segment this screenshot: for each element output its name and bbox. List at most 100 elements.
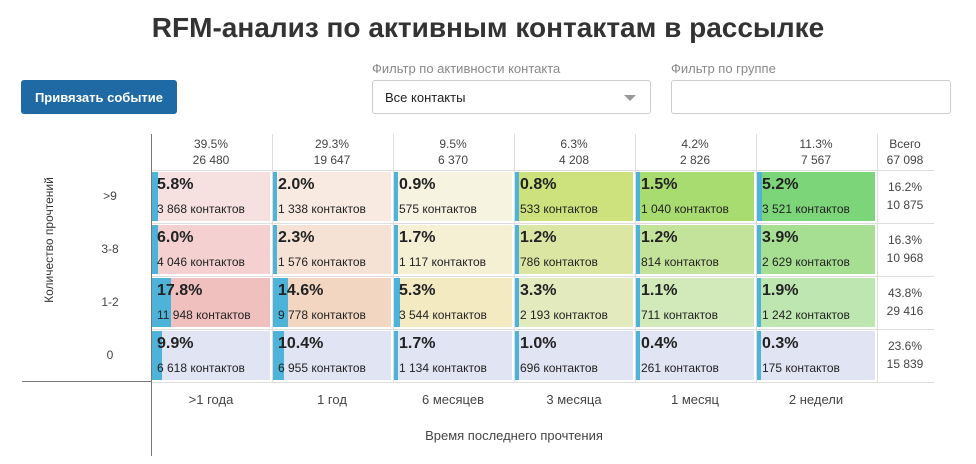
column-header-count: 2 826 xyxy=(679,153,711,167)
cell-count: 1 117 контактов xyxy=(399,255,486,269)
cell-count: 2 629 контактов xyxy=(762,255,850,269)
share-bar xyxy=(273,278,289,327)
column-label: 1 месяц xyxy=(671,392,719,407)
share-bar xyxy=(757,331,761,380)
grid-line xyxy=(152,329,934,330)
matrix-cell[interactable]: 5.8% 3 868 контактов xyxy=(152,172,270,221)
matrix-cell[interactable]: 9.9% 6 618 контактов xyxy=(152,331,270,380)
cell-count: 3 521 контактов xyxy=(762,202,850,216)
x-axis-line xyxy=(22,381,152,382)
column-header-pct: 4.2% xyxy=(681,137,709,151)
matrix-cell[interactable]: 0.3% 175 контактов xyxy=(757,331,875,380)
matrix-cell[interactable]: 6.0% 4 046 контактов xyxy=(152,225,270,274)
column-label: 2 недели xyxy=(788,392,844,407)
matrix-cell[interactable]: 0.4% 261 контактов xyxy=(636,331,754,380)
matrix-cell[interactable]: 1.9% 1 242 контактов xyxy=(757,278,875,327)
grid-line xyxy=(152,382,934,383)
cell-count: 1 242 контактов xyxy=(762,308,850,322)
row-label: 3-8 xyxy=(101,242,119,256)
grid-line xyxy=(152,276,934,277)
column-header-pct: 29.3% xyxy=(314,137,350,151)
matrix-cell[interactable]: 2.3% 1 576 контактов xyxy=(273,225,391,274)
share-bar xyxy=(273,331,284,380)
cell-percent: 0.3% xyxy=(762,335,799,352)
cell-percent: 3.3% xyxy=(520,282,557,299)
matrix-cell[interactable]: 14.6% 9 778 контактов xyxy=(273,278,391,327)
x-axis-label: Время последнего прочтения xyxy=(425,428,603,443)
matrix-cell[interactable]: 1.2% 786 контактов xyxy=(515,225,633,274)
cell-percent: 1.5% xyxy=(641,176,678,193)
matrix-cell[interactable]: 0.8% 533 контактов xyxy=(515,172,633,221)
share-bar xyxy=(757,278,761,327)
cell-percent: 5.3% xyxy=(399,282,436,299)
matrix-cell[interactable]: 1.5% 1 040 контактов xyxy=(636,172,754,221)
cell-count: 786 контактов xyxy=(520,255,598,269)
share-bar xyxy=(152,172,159,221)
group-filter-input[interactable] xyxy=(671,80,951,114)
row-total-pct: 23.6% xyxy=(887,339,923,353)
row-total: 16.3% 10 968 xyxy=(876,231,934,267)
cell-count: 9 778 контактов xyxy=(278,308,366,322)
matrix-cell[interactable]: 3.3% 2 193 контактов xyxy=(515,278,633,327)
matrix-cell[interactable]: 2.0% 1 338 контактов xyxy=(273,172,391,221)
column-header-pct: 6.3% xyxy=(560,137,588,151)
share-bar xyxy=(636,278,640,327)
cell-count: 1 134 контактов xyxy=(399,361,487,375)
row-total-pct: 16.3% xyxy=(887,233,923,247)
matrix-cell[interactable]: 17.8% 11 948 контактов xyxy=(152,278,270,327)
column-header-pct: 11.3% xyxy=(799,137,833,151)
share-bar xyxy=(515,331,519,380)
cell-count: 6 618 контактов xyxy=(157,361,245,375)
matrix-cell[interactable]: 1.1% 711 контактов xyxy=(636,278,754,327)
matrix-cell[interactable]: 5.2% 3 521 контактов xyxy=(757,172,875,221)
cell-percent: 1.7% xyxy=(399,335,436,352)
page-title: RFM-анализ по активным контактам в рассы… xyxy=(151,12,825,43)
grid-line xyxy=(152,170,934,171)
column-header: 11.3% 7 567 xyxy=(757,136,875,168)
activity-filter-select[interactable]: Все контакты xyxy=(372,80,651,114)
share-bar xyxy=(273,225,277,274)
grid-line xyxy=(272,134,273,382)
matrix-cell[interactable]: 10.4% 6 955 контактов xyxy=(273,331,391,380)
matrix-cell[interactable]: 0.9% 575 контактов xyxy=(394,172,512,221)
share-bar xyxy=(515,225,519,274)
column-header-count: 26 480 xyxy=(192,153,230,167)
matrix-cell[interactable]: 1.2% 814 контактов xyxy=(636,225,754,274)
cell-count: 1 040 контактов xyxy=(641,202,729,216)
y-axis-line xyxy=(151,134,152,456)
column-header: 4.2% 2 826 xyxy=(636,136,754,168)
matrix-cell[interactable]: 3.9% 2 629 контактов xyxy=(757,225,875,274)
activity-filter-value: Все контакты xyxy=(385,90,466,105)
cell-percent: 1.9% xyxy=(762,282,799,299)
matrix-cell[interactable]: 1.7% 1 134 контактов xyxy=(394,331,512,380)
cell-percent: 10.4% xyxy=(278,335,324,352)
row-total-count: 29 416 xyxy=(886,304,924,318)
cell-count: 1 338 контактов xyxy=(278,202,366,216)
cell-percent: 0.9% xyxy=(399,176,436,193)
cell-percent: 9.9% xyxy=(157,335,194,352)
share-bar xyxy=(515,172,519,221)
share-bar xyxy=(152,278,171,327)
row-label: 1-2 xyxy=(101,295,119,309)
grid-line xyxy=(635,134,636,382)
cell-count: 175 контактов xyxy=(762,361,840,375)
matrix-cell[interactable]: 1.0% 696 контактов xyxy=(515,331,633,380)
share-bar xyxy=(152,331,163,380)
row-total: 23.6% 15 839 xyxy=(876,337,934,373)
column-header-count: 7 567 xyxy=(800,153,832,167)
group-filter-label: Фильтр по группе xyxy=(671,61,776,76)
column-header: 29.3% 19 647 xyxy=(273,136,391,168)
column-header-count: 4 208 xyxy=(558,153,590,167)
cell-percent: 0.4% xyxy=(641,335,678,352)
bind-event-button[interactable]: Привязать событие xyxy=(21,80,177,114)
cell-percent: 3.9% xyxy=(762,229,799,246)
row-total-count: 10 875 xyxy=(886,198,924,212)
cell-percent: 17.8% xyxy=(157,282,203,299)
matrix-cell[interactable]: 5.3% 3 544 контактов xyxy=(394,278,512,327)
activity-filter-label: Фильтр по активности контакта xyxy=(372,61,561,76)
cell-count: 11 948 контактов xyxy=(157,308,251,322)
chevron-down-icon xyxy=(624,95,636,101)
column-header: 39.5% 26 480 xyxy=(152,136,270,168)
matrix-cell[interactable]: 1.7% 1 117 контактов xyxy=(394,225,512,274)
cell-percent: 2.0% xyxy=(278,176,315,193)
